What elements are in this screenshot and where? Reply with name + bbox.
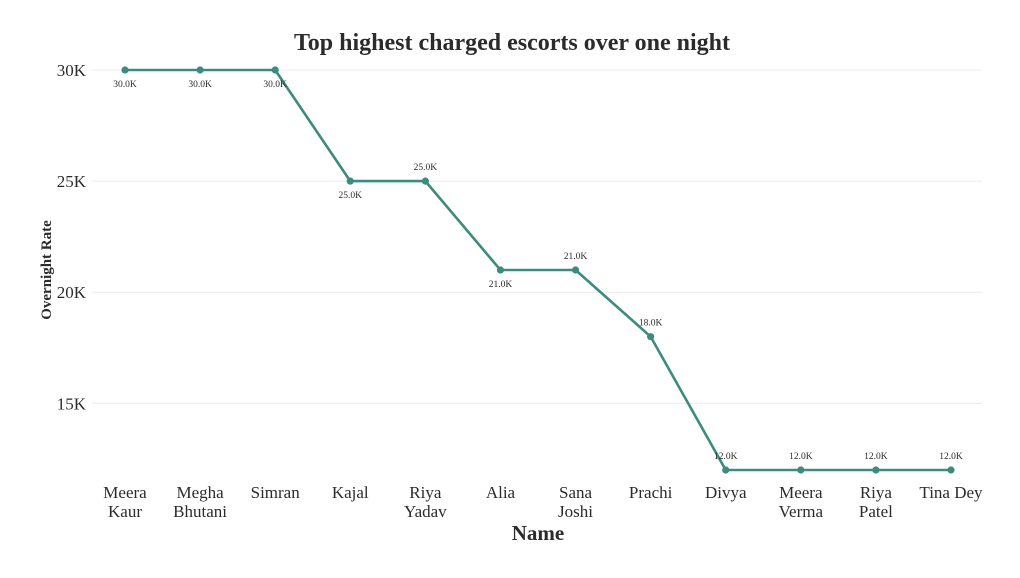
x-tick-label: Sana Joshi <box>558 483 593 521</box>
x-axis-title: Name <box>512 521 564 545</box>
data-point <box>722 466 730 474</box>
x-tick-label: Megha Bhutani <box>173 483 227 521</box>
y-axis-ticks: 15K 20K 25K 30K <box>57 61 87 413</box>
data-label: 25.0K <box>339 191 363 201</box>
chart-title: Top highest charged escorts over one nig… <box>294 30 730 56</box>
x-tick-label: Riya Patel <box>859 483 893 521</box>
data-labels: 30.0K 30.0K 30.0K 25.0K 25.0K 21.0K 21.0K 18.0K… <box>113 80 963 462</box>
y-tick-label: 25K <box>57 172 87 191</box>
x-tick-label: Meera Verma <box>779 483 824 521</box>
series-line <box>125 68 951 472</box>
data-point <box>196 66 204 74</box>
y-tick-label: 30K <box>57 61 87 80</box>
data-label: 12.0K <box>939 452 963 462</box>
data-point <box>947 466 955 474</box>
data-point <box>346 177 354 185</box>
data-point <box>271 66 279 74</box>
data-point <box>571 266 580 274</box>
x-tick-label: Divya <box>705 483 747 502</box>
data-label: 30.0K <box>188 80 212 90</box>
x-tick-label: Alia <box>486 483 516 502</box>
x-tick-label: Meera Kaur <box>103 483 147 521</box>
data-point <box>121 66 129 74</box>
data-label: 18.0K <box>639 319 663 329</box>
data-label: 12.0K <box>789 452 813 462</box>
data-label: 12.0K <box>714 452 738 462</box>
data-label: 21.0K <box>564 252 588 262</box>
data-point <box>496 266 505 274</box>
data-point <box>421 177 429 185</box>
series-group <box>121 66 955 474</box>
x-tick-label: Tina Dey <box>919 483 983 502</box>
data-point <box>872 466 880 474</box>
data-point <box>647 333 655 341</box>
x-tick-label: Prachi <box>629 483 673 502</box>
x-axis-ticks: Meera Kaur Megha Bhutani Simran Kajal Riya Yada… <box>103 483 983 521</box>
y-tick-label: 20K <box>57 283 87 302</box>
x-tick-label: Kajal <box>332 483 369 502</box>
data-label: 30.0K <box>263 80 287 90</box>
data-label: 25.0K <box>414 163 438 173</box>
data-label: 12.0K <box>864 452 888 462</box>
data-label: 30.0K <box>113 80 137 90</box>
data-point <box>797 466 805 474</box>
gridlines <box>92 69 982 404</box>
y-axis-title: Overnight Rate <box>39 220 55 320</box>
x-tick-label: Simran <box>251 483 301 502</box>
y-tick-label: 15K <box>57 394 87 413</box>
data-label: 21.0K <box>489 280 513 290</box>
x-tick-label: Riya Yadav <box>404 483 447 521</box>
